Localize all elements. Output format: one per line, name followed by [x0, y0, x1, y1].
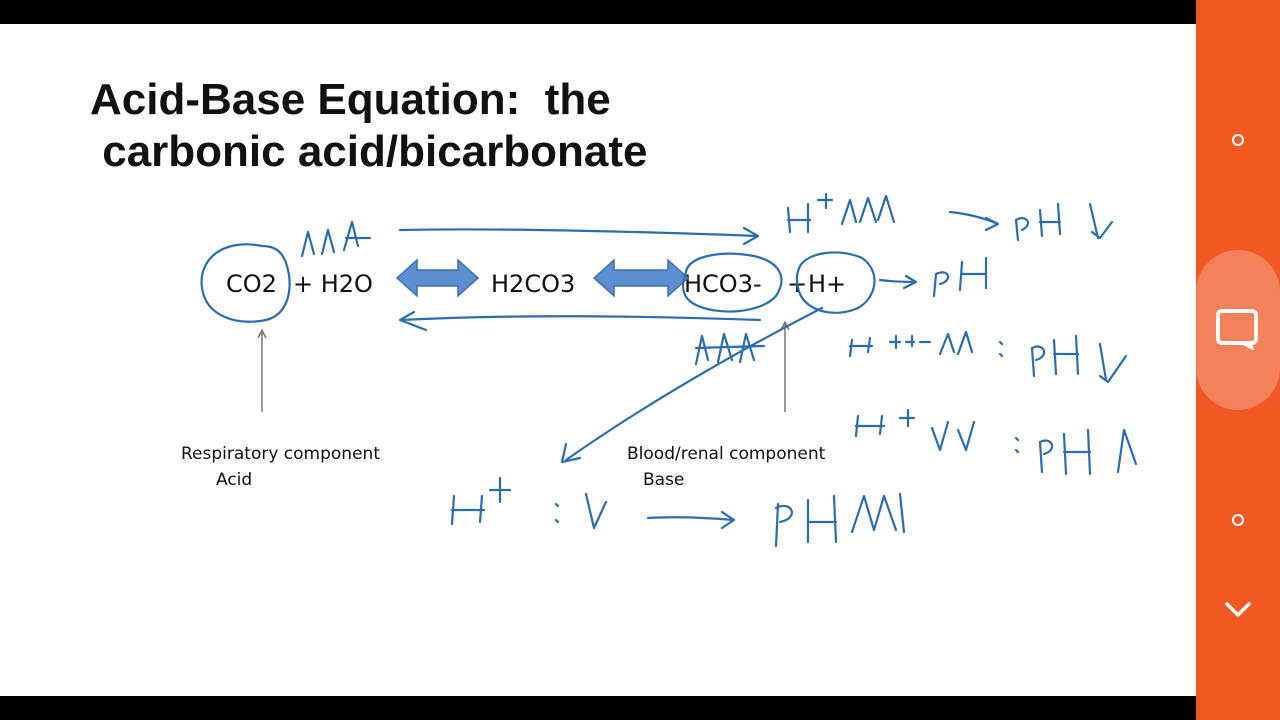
respiratory-component-label: Respiratory component [181, 444, 380, 464]
eq-hco3: HCO3- [684, 270, 762, 298]
side-toolbar [1196, 0, 1280, 720]
curved-arrow-from-h-plus [560, 306, 824, 464]
top-arrows-up-left [300, 220, 372, 258]
presentation-slide: Acid-Base Equation: the carbonic acid/bi… [0, 24, 1196, 696]
circle-h-plus [795, 251, 876, 314]
respiratory-pointer-arrow [257, 328, 267, 412]
h-plus-double-down-ph-up [854, 408, 1138, 476]
double-arrow-left [395, 258, 480, 298]
renal-pointer-arrow [780, 320, 790, 412]
circle-co2 [200, 243, 291, 323]
h-plus-up-ph-down [786, 192, 1114, 242]
collapse-button[interactable] [1196, 580, 1280, 640]
h-plus-double-up-ph-down [848, 330, 1128, 384]
side-button-notes[interactable] [1196, 250, 1280, 410]
eq-h-plus: H+ [808, 270, 847, 298]
h-plus-arrow-ph [878, 256, 988, 298]
double-arrow-right [592, 258, 690, 298]
renal-component-label: Blood/renal component [627, 444, 826, 464]
top-black-bar [0, 0, 1196, 24]
eq-co2: CO2 [226, 270, 277, 298]
up-arrows-under-hco3 [694, 332, 766, 366]
eq-h2co3: H2CO3 [491, 270, 576, 298]
circle-hco3 [681, 252, 783, 313]
respiratory-acid-label: Acid [216, 470, 253, 490]
slide-title: Acid-Base Equation: the carbonic acid/bi… [90, 75, 648, 176]
backward-arrow [398, 310, 762, 332]
note-icon [1216, 309, 1258, 350]
side-button-bottom[interactable] [1196, 490, 1280, 550]
circle-icon [1232, 134, 1244, 146]
forward-arrow [398, 226, 760, 246]
h-plus-down-ph-up-bottom [450, 476, 906, 548]
bottom-black-bar [0, 696, 1196, 720]
eq-plus-h2o: + H2O [293, 270, 373, 298]
slide-drawing-layer [200, 192, 1138, 548]
circle-icon [1232, 514, 1244, 526]
renal-base-label: Base [643, 470, 685, 490]
chevron-down-icon [1225, 602, 1251, 617]
side-button-top[interactable] [1196, 110, 1280, 170]
